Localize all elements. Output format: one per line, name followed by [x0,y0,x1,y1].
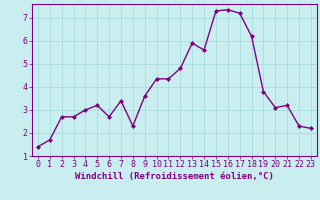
X-axis label: Windchill (Refroidissement éolien,°C): Windchill (Refroidissement éolien,°C) [75,172,274,181]
